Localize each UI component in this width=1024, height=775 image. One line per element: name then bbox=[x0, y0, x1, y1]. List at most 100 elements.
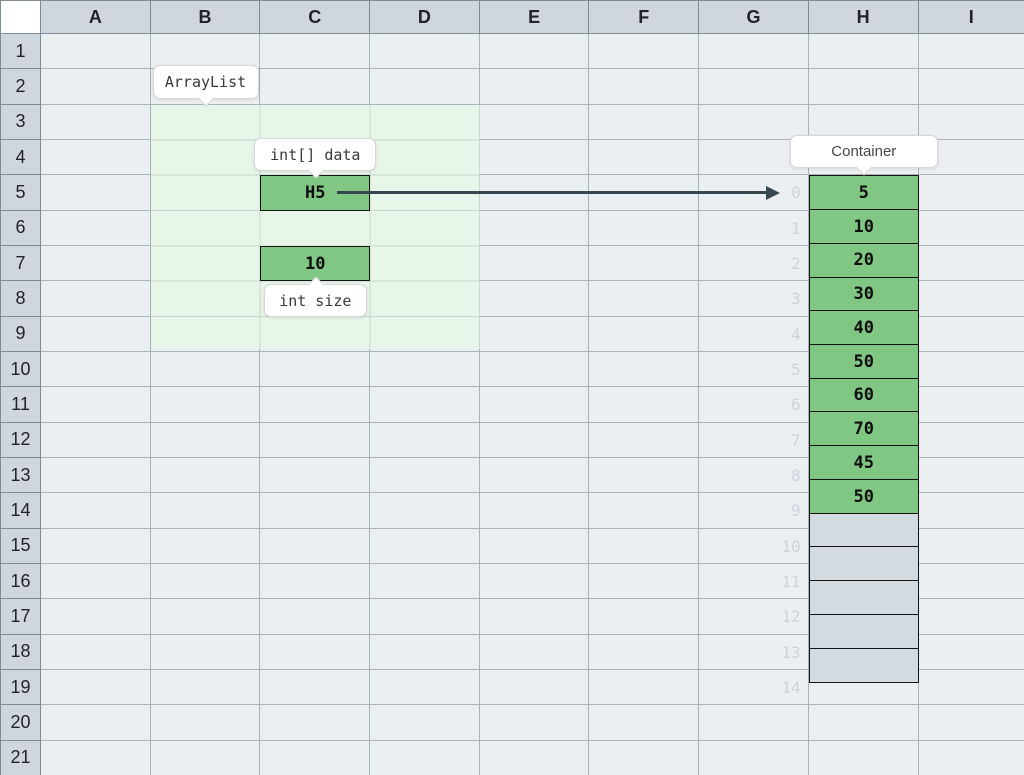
grid-cell-C11[interactable] bbox=[260, 387, 371, 423]
grid-cell-B13[interactable] bbox=[150, 457, 261, 494]
grid-cell-F18[interactable] bbox=[589, 634, 700, 670]
column-header-I[interactable]: I bbox=[918, 1, 1024, 34]
container-slot-5[interactable]: 50 bbox=[808, 343, 919, 380]
grid-cell-A1[interactable] bbox=[41, 34, 151, 70]
grid-cell-C12[interactable] bbox=[260, 422, 371, 458]
grid-cell-G20[interactable] bbox=[699, 705, 809, 741]
grid-cell-E8[interactable] bbox=[479, 281, 590, 317]
container-slot-3[interactable]: 30 bbox=[808, 276, 919, 312]
container-slot-14[interactable] bbox=[808, 647, 919, 683]
container-slot-12[interactable] bbox=[808, 580, 919, 616]
grid-cell-H20[interactable] bbox=[808, 705, 919, 741]
grid-cell-B19[interactable] bbox=[150, 669, 261, 706]
grid-cell-E1[interactable] bbox=[479, 34, 590, 70]
grid-cell-A6[interactable] bbox=[41, 210, 151, 246]
row-header-5[interactable]: 5 bbox=[1, 175, 41, 211]
grid-cell-G7[interactable] bbox=[699, 245, 809, 282]
grid-cell-F19[interactable] bbox=[589, 669, 700, 706]
container-slot-13[interactable] bbox=[808, 613, 919, 650]
container-slot-11[interactable] bbox=[808, 546, 919, 582]
grid-cell-A7[interactable] bbox=[41, 245, 151, 282]
grid-cell-B21[interactable] bbox=[150, 740, 261, 775]
column-header-E[interactable]: E bbox=[479, 1, 590, 34]
corner-cell[interactable] bbox=[1, 1, 41, 34]
grid-cell-F16[interactable] bbox=[589, 563, 700, 600]
grid-cell-G18[interactable] bbox=[699, 634, 809, 670]
grid-cell-E17[interactable] bbox=[479, 599, 590, 635]
grid-cell-E4[interactable] bbox=[479, 139, 590, 176]
grid-cell-E12[interactable] bbox=[479, 422, 590, 458]
grid-cell-I17[interactable] bbox=[918, 599, 1024, 635]
grid-cell-A3[interactable] bbox=[41, 104, 151, 140]
grid-cell-I15[interactable] bbox=[918, 528, 1024, 564]
grid-cell-D11[interactable] bbox=[370, 387, 480, 423]
grid-cell-D15[interactable] bbox=[370, 528, 480, 564]
grid-cell-E3[interactable] bbox=[479, 104, 590, 140]
grid-cell-B18[interactable] bbox=[150, 634, 261, 670]
container-slot-7[interactable]: 70 bbox=[808, 411, 919, 447]
container-slot-10[interactable] bbox=[808, 512, 919, 548]
row-header-7[interactable]: 7 bbox=[1, 245, 41, 282]
grid-cell-F9[interactable] bbox=[589, 316, 700, 352]
grid-cell-F7[interactable] bbox=[589, 245, 700, 282]
grid-cell-C15[interactable] bbox=[260, 528, 371, 564]
grid-cell-B17[interactable] bbox=[150, 599, 261, 635]
grid-cell-A14[interactable] bbox=[41, 493, 151, 529]
grid-cell-F2[interactable] bbox=[589, 69, 700, 105]
row-header-16[interactable]: 16 bbox=[1, 563, 41, 600]
grid-cell-H2[interactable] bbox=[808, 69, 919, 105]
row-header-9[interactable]: 9 bbox=[1, 316, 41, 352]
column-header-A[interactable]: A bbox=[41, 1, 151, 34]
container-slot-9[interactable]: 50 bbox=[808, 478, 919, 515]
row-header-4[interactable]: 4 bbox=[1, 139, 41, 176]
grid-cell-G9[interactable] bbox=[699, 316, 809, 352]
grid-cell-E10[interactable] bbox=[479, 351, 590, 388]
grid-cell-I19[interactable] bbox=[918, 669, 1024, 706]
column-header-D[interactable]: D bbox=[370, 1, 480, 34]
grid-cell-C19[interactable] bbox=[260, 669, 371, 706]
grid-cell-E16[interactable] bbox=[479, 563, 590, 600]
grid-cell-G1[interactable] bbox=[699, 34, 809, 70]
grid-cell-D19[interactable] bbox=[370, 669, 480, 706]
row-header-15[interactable]: 15 bbox=[1, 528, 41, 564]
grid-cell-F3[interactable] bbox=[589, 104, 700, 140]
grid-cell-G21[interactable] bbox=[699, 740, 809, 775]
grid-cell-H1[interactable] bbox=[808, 34, 919, 70]
grid-cell-D17[interactable] bbox=[370, 599, 480, 635]
grid-cell-G12[interactable] bbox=[699, 422, 809, 458]
grid-cell-F1[interactable] bbox=[589, 34, 700, 70]
column-header-G[interactable]: G bbox=[699, 1, 809, 34]
grid-cell-F4[interactable] bbox=[589, 139, 700, 176]
grid-cell-D14[interactable] bbox=[370, 493, 480, 529]
grid-cell-A11[interactable] bbox=[41, 387, 151, 423]
grid-cell-I16[interactable] bbox=[918, 563, 1024, 600]
container-slot-4[interactable]: 40 bbox=[808, 310, 919, 346]
grid-cell-G10[interactable] bbox=[699, 351, 809, 388]
container-slot-0[interactable]: 5 bbox=[808, 175, 919, 211]
grid-cell-I8[interactable] bbox=[918, 281, 1024, 317]
grid-cell-A2[interactable] bbox=[41, 69, 151, 105]
grid-cell-E9[interactable] bbox=[479, 316, 590, 352]
grid-cell-C16[interactable] bbox=[260, 563, 371, 600]
grid-cell-B15[interactable] bbox=[150, 528, 261, 564]
grid-cell-I6[interactable] bbox=[918, 210, 1024, 246]
grid-cell-G2[interactable] bbox=[699, 69, 809, 105]
grid-cell-E21[interactable] bbox=[479, 740, 590, 775]
grid-cell-I5[interactable] bbox=[918, 175, 1024, 211]
column-header-F[interactable]: F bbox=[589, 1, 700, 34]
grid-cell-G13[interactable] bbox=[699, 457, 809, 494]
grid-cell-D16[interactable] bbox=[370, 563, 480, 600]
grid-cell-G14[interactable] bbox=[699, 493, 809, 529]
container-slot-1[interactable]: 10 bbox=[808, 209, 919, 245]
row-header-13[interactable]: 13 bbox=[1, 457, 41, 494]
grid-cell-B14[interactable] bbox=[150, 493, 261, 529]
grid-cell-E13[interactable] bbox=[479, 457, 590, 494]
container-slot-6[interactable]: 60 bbox=[808, 377, 919, 414]
grid-cell-D1[interactable] bbox=[370, 34, 480, 70]
grid-cell-E18[interactable] bbox=[479, 634, 590, 670]
grid-cell-E20[interactable] bbox=[479, 705, 590, 741]
grid-cell-G16[interactable] bbox=[699, 563, 809, 600]
grid-cell-C1[interactable] bbox=[260, 34, 371, 70]
row-header-8[interactable]: 8 bbox=[1, 281, 41, 317]
row-header-11[interactable]: 11 bbox=[1, 387, 41, 423]
